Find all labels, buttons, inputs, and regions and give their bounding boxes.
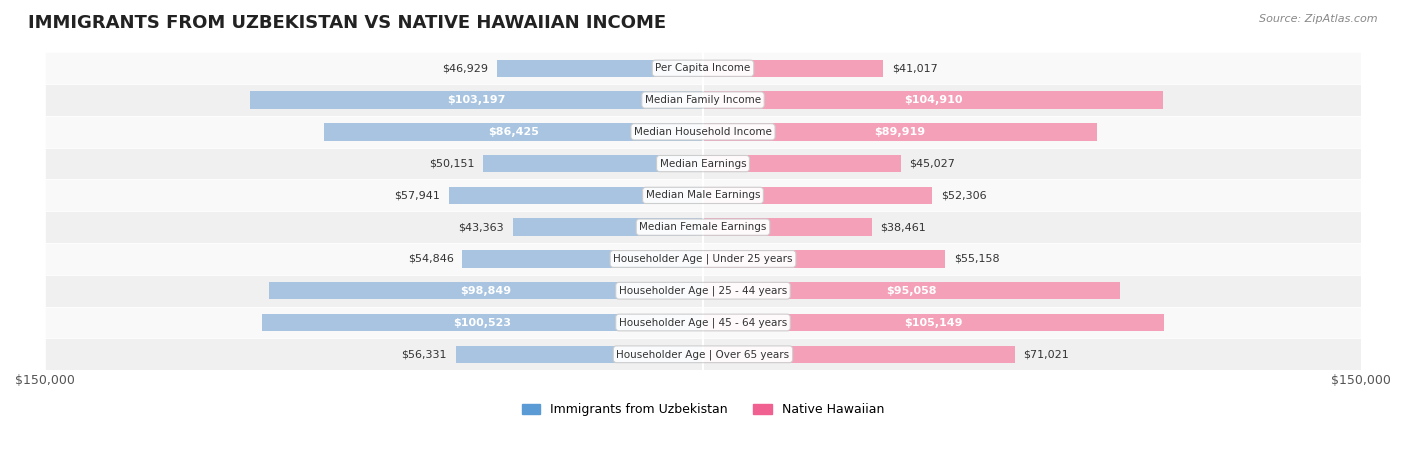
Text: Householder Age | Under 25 years: Householder Age | Under 25 years: [613, 254, 793, 264]
Text: $52,306: $52,306: [941, 191, 987, 200]
Text: IMMIGRANTS FROM UZBEKISTAN VS NATIVE HAWAIIAN INCOME: IMMIGRANTS FROM UZBEKISTAN VS NATIVE HAW…: [28, 14, 666, 32]
Bar: [703, 91, 1163, 109]
Text: Source: ZipAtlas.com: Source: ZipAtlas.com: [1260, 14, 1378, 24]
Text: $98,849: $98,849: [461, 286, 512, 296]
Bar: [45, 179, 1361, 211]
Text: $71,021: $71,021: [1024, 349, 1069, 359]
Legend: Immigrants from Uzbekistan, Native Hawaiian: Immigrants from Uzbekistan, Native Hawai…: [517, 398, 889, 421]
Bar: [45, 243, 1361, 275]
Bar: [45, 275, 1361, 307]
Bar: [45, 116, 1361, 148]
Bar: [703, 59, 883, 77]
Text: $50,151: $50,151: [429, 159, 474, 169]
Bar: [513, 219, 703, 236]
Text: $46,929: $46,929: [443, 63, 488, 73]
Text: Median Earnings: Median Earnings: [659, 159, 747, 169]
Text: $86,425: $86,425: [488, 127, 538, 137]
Text: $41,017: $41,017: [891, 63, 938, 73]
Text: Per Capita Income: Per Capita Income: [655, 63, 751, 73]
Text: $95,058: $95,058: [886, 286, 936, 296]
Text: Householder Age | 25 - 44 years: Householder Age | 25 - 44 years: [619, 285, 787, 296]
Bar: [703, 219, 872, 236]
Bar: [484, 155, 703, 172]
Bar: [703, 314, 1164, 331]
Bar: [703, 155, 900, 172]
Bar: [323, 123, 703, 141]
Bar: [270, 282, 703, 299]
Bar: [703, 282, 1121, 299]
Text: $100,523: $100,523: [454, 318, 512, 327]
Text: Median Household Income: Median Household Income: [634, 127, 772, 137]
Text: $43,363: $43,363: [458, 222, 503, 232]
Text: $38,461: $38,461: [880, 222, 927, 232]
Bar: [456, 346, 703, 363]
Text: $104,910: $104,910: [904, 95, 962, 105]
Text: $56,331: $56,331: [402, 349, 447, 359]
Bar: [45, 84, 1361, 116]
Bar: [703, 123, 1098, 141]
Bar: [449, 187, 703, 204]
Bar: [45, 339, 1361, 370]
Text: $89,919: $89,919: [875, 127, 925, 137]
Bar: [703, 187, 932, 204]
Bar: [45, 52, 1361, 84]
Text: $57,941: $57,941: [394, 191, 440, 200]
Bar: [703, 250, 945, 268]
Bar: [262, 314, 703, 331]
Bar: [498, 59, 703, 77]
Text: Householder Age | 45 - 64 years: Householder Age | 45 - 64 years: [619, 317, 787, 328]
Text: Median Family Income: Median Family Income: [645, 95, 761, 105]
Bar: [45, 211, 1361, 243]
Text: $103,197: $103,197: [447, 95, 506, 105]
Text: Median Male Earnings: Median Male Earnings: [645, 191, 761, 200]
Bar: [703, 346, 1015, 363]
Bar: [45, 148, 1361, 179]
Text: Median Female Earnings: Median Female Earnings: [640, 222, 766, 232]
Text: $105,149: $105,149: [904, 318, 963, 327]
Text: $55,158: $55,158: [953, 254, 1000, 264]
Text: Householder Age | Over 65 years: Householder Age | Over 65 years: [616, 349, 790, 360]
Bar: [463, 250, 703, 268]
Text: $45,027: $45,027: [910, 159, 955, 169]
Bar: [250, 91, 703, 109]
Text: $54,846: $54,846: [408, 254, 454, 264]
Bar: [45, 307, 1361, 339]
